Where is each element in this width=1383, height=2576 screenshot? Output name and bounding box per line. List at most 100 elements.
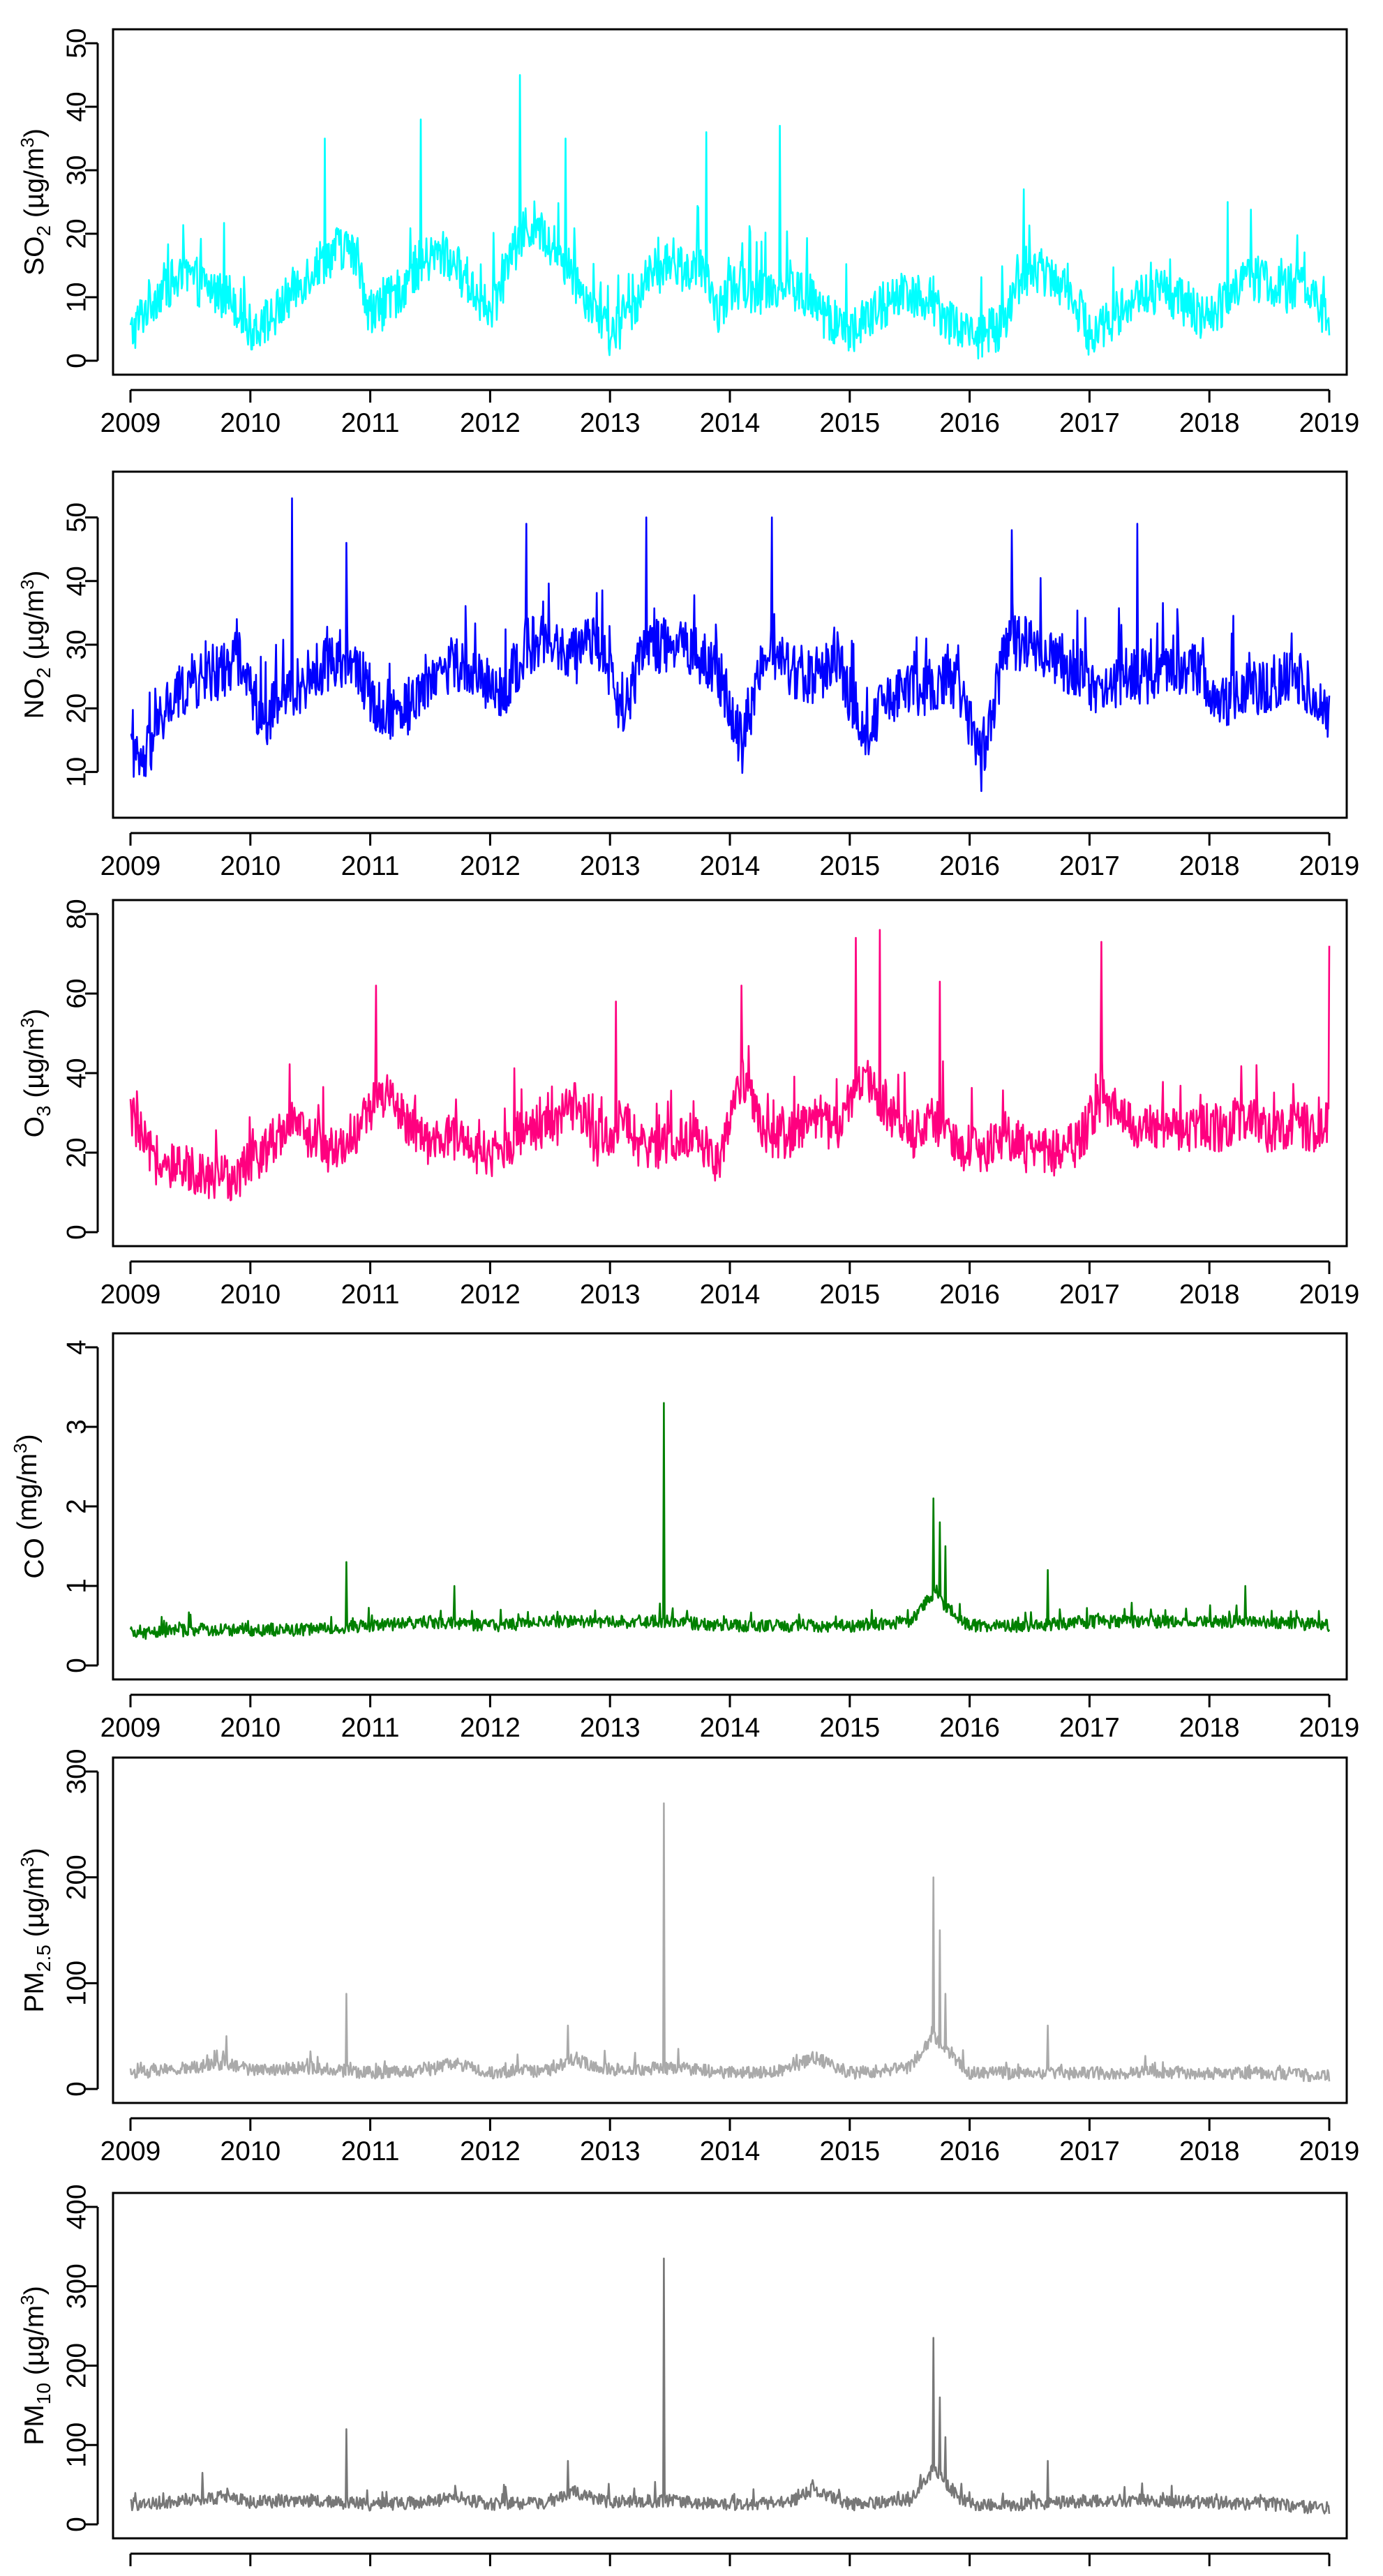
co-ylabel-unit-sup: 3 [10, 1443, 31, 1453]
so2-y-tick-label: 10 [62, 282, 92, 312]
so2-x-tick-label: 2009 [100, 408, 161, 438]
no2-x-tick-label: 2011 [341, 851, 400, 881]
o3-x-tick-label: 2014 [700, 1280, 761, 1310]
co-x-tick-label: 2010 [220, 1713, 281, 1743]
pm25-ylabel-base: PM [20, 1972, 50, 2013]
pm10-panel: 2009 2010 2011 2012 2013 2014 2015 2016 2017 2018… [17, 2184, 1359, 2576]
co-x-tick-label: 2011 [341, 1713, 400, 1743]
pm10-x-tick-label: 2010 [220, 2572, 281, 2576]
pm10-plot-frame [112, 2192, 1348, 2540]
o3-x-tick-label: 2018 [1179, 1280, 1240, 1310]
so2-x-tick-label: 2019 [1299, 408, 1360, 438]
pm10-ylabel-unit-post: ) [20, 2286, 50, 2295]
so2-ylabel-unit-post: ) [20, 128, 50, 137]
pm25-x-tick-label: 2012 [460, 2136, 521, 2166]
pm25-x-tick-label: 2015 [819, 2136, 880, 2166]
pm10-y-tick-label: 200 [62, 2343, 92, 2388]
pm25-x-tick-label: 2019 [1299, 2136, 1360, 2166]
pm10-x-tick-label: 2015 [819, 2572, 880, 2576]
o3-ylabel-unit-post: ) [20, 1009, 50, 1018]
no2-panel: 2009 2010 2011 2012 2013 2014 2015 2016 2017 2018… [17, 470, 1359, 881]
pm10-x-tick-label: 2013 [580, 2572, 641, 2576]
o3-ylabel-unit-pre: (µg/m [20, 1028, 50, 1105]
o3-x-tick-label: 2016 [939, 1280, 1000, 1310]
pm10-y-tick-label: 100 [62, 2423, 92, 2468]
so2-x-tick-label: 2010 [220, 408, 281, 438]
pm10-x-tick-label: 2018 [1179, 2572, 1240, 2576]
o3-y-axis-label: O3 (µg/m3) [17, 1009, 54, 1138]
co-y-tick-label: 3 [62, 1419, 92, 1435]
no2-y-tick-label: 10 [62, 757, 92, 787]
o3-x-tick-label: 2010 [220, 1280, 281, 1310]
co-x-tick-label: 2015 [819, 1713, 880, 1743]
co-ylabel-unit-post: ) [13, 1434, 43, 1443]
no2-y-tick-label: 40 [62, 566, 92, 596]
so2-panel: 2009 2010 2011 2012 2013 2014 2015 2016 2017 2018… [17, 28, 1359, 438]
pm10-x-tick-label: 2009 [100, 2572, 161, 2576]
pm25-ylabel-sub: 2.5 [33, 1945, 54, 1972]
pm25-x-tick-label: 2014 [700, 2136, 761, 2166]
co-x-tick-label: 2019 [1299, 1713, 1360, 1743]
o3-panel: 2009 2010 2011 2012 2013 2014 2015 2016 2017 2018… [17, 899, 1359, 1310]
pm25-x-tick-label: 2013 [580, 2136, 641, 2166]
co-x-tick-label: 2018 [1179, 1713, 1240, 1743]
co-plot-frame [112, 1332, 1348, 1681]
so2-x-tick-label: 2018 [1179, 408, 1240, 438]
o3-x-tick-label: 2012 [460, 1280, 521, 1310]
so2-x-tick-label: 2016 [939, 408, 1000, 438]
co-y-tick-label: 1 [62, 1578, 92, 1594]
so2-y-tick-label: 30 [62, 155, 92, 185]
pm25-x-tick-label: 2010 [220, 2136, 281, 2166]
no2-x-tick-label: 2009 [100, 851, 161, 881]
pm25-x-tick-label: 2011 [341, 2136, 400, 2166]
pm25-y-tick-label: 0 [62, 2081, 92, 2097]
co-y-tick-label: 2 [62, 1499, 92, 1514]
pm25-y-tick-label: 100 [62, 1961, 92, 2006]
no2-x-tick-label: 2015 [819, 851, 880, 881]
pm25-y-tick-label: 300 [62, 1748, 92, 1794]
so2-x-tick-label: 2015 [819, 408, 880, 438]
so2-y-tick-label: 20 [62, 218, 92, 248]
pm25-x-tick-label: 2017 [1059, 2136, 1120, 2166]
o3-y-tick-label: 80 [62, 899, 92, 929]
o3-x-tick-label: 2009 [100, 1280, 161, 1310]
pm25-ylabel-unit-pre: (µg/m [20, 1867, 50, 1945]
no2-ylabel-sub: 2 [33, 667, 54, 678]
no2-x-tick-label: 2018 [1179, 851, 1240, 881]
no2-y-tick-label: 30 [62, 629, 92, 659]
co-ylabel-base: CO [20, 1538, 50, 1579]
co-x-tick-label: 2009 [100, 1713, 161, 1743]
so2-y-tick-label: 0 [62, 353, 92, 368]
co-x-tick-label: 2013 [580, 1713, 641, 1743]
so2-x-tick-label: 2014 [700, 408, 761, 438]
co-x-tick-label: 2017 [1059, 1713, 1120, 1743]
so2-series-line [129, 74, 1331, 360]
no2-y-tick-label: 20 [62, 694, 92, 724]
pm10-ylabel-unit-sup: 3 [17, 2295, 38, 2305]
co-ylabel-unit-pre: (mg/m [13, 1453, 43, 1538]
so2-ylabel-base: SO [20, 237, 50, 276]
o3-y-tick-label: 0 [62, 1225, 92, 1240]
so2-ylabel-sub: 2 [33, 225, 54, 237]
no2-x-tick-label: 2016 [939, 851, 1000, 881]
pm25-panel: 2009 2010 2011 2012 2013 2014 2015 2016 2017 2018… [17, 1748, 1359, 2166]
so2-y-tick-label: 50 [62, 28, 92, 58]
co-x-tick-label: 2014 [700, 1713, 761, 1743]
o3-ylabel-unit-sup: 3 [17, 1018, 38, 1028]
no2-x-tick-label: 2012 [460, 851, 521, 881]
pm25-ylabel-unit-post: ) [20, 1848, 50, 1857]
no2-x-tick-label: 2014 [700, 851, 761, 881]
so2-y-tick-label: 40 [62, 91, 92, 121]
o3-x-tick-label: 2015 [819, 1280, 880, 1310]
no2-ylabel-unit-post: ) [20, 571, 50, 580]
so2-x-tick-label: 2017 [1059, 408, 1120, 438]
pm25-y-tick-label: 200 [62, 1855, 92, 1900]
pm10-x-tick-label: 2014 [700, 2572, 761, 2576]
o3-x-tick-label: 2019 [1299, 1280, 1360, 1310]
so2-plot-frame [112, 28, 1348, 376]
no2-x-tick-label: 2010 [220, 851, 281, 881]
no2-x-tick-label: 2017 [1059, 851, 1120, 881]
so2-ylabel-unit-pre: (µg/m [20, 148, 50, 225]
o3-x-tick-label: 2011 [341, 1280, 400, 1310]
